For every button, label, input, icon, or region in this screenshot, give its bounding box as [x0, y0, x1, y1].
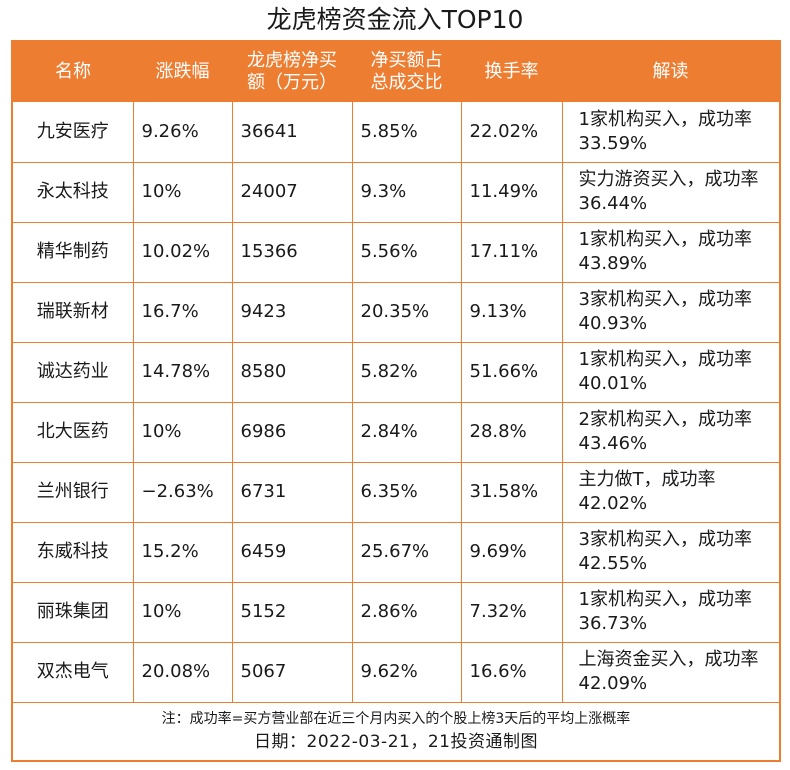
change-cell: 14.78%: [132, 341, 233, 403]
interpretation-cell: 上海资金买入，成功率42.09%: [561, 641, 779, 703]
ratio-cell: 2.84%: [351, 401, 462, 463]
col-ratio-header: 净买额占 总成交比: [352, 42, 461, 102]
net-buy-cell: 6986: [231, 401, 353, 463]
table-row: 东威科技 15.2% 6459 25.67% 9.69% 3家机构买入，成功率42.55%: [13, 521, 779, 583]
ratio-cell: 9.62%: [351, 641, 462, 703]
col-netbuy-header: 龙虎榜净买 额（万元）: [232, 42, 352, 102]
table-body: 九安医疗 9.26% 36641 5.85% 22.02% 1家机构买入，成功率33.59…: [13, 102, 779, 703]
page-title: 龙虎榜资金流入TOP10: [266, 5, 524, 34]
change-cell: 16.7%: [132, 281, 233, 343]
interpretation-cell: 1家机构买入，成功率33.59%: [561, 102, 779, 163]
col-turnover-header: 换手率: [461, 42, 562, 102]
net-buy-cell: 15366: [231, 221, 353, 283]
net-buy-cell: 5067: [231, 641, 353, 703]
table-row: 北大医药 10% 6986 2.84% 28.8% 2家机构买入，成功率43.46%: [13, 401, 779, 463]
change-cell: 20.08%: [132, 641, 233, 703]
net-buy-cell: 24007: [231, 161, 353, 223]
stock-name-cell: 兰州银行: [13, 461, 134, 523]
interpretation-cell: 主力做T，成功率42.02%: [561, 461, 779, 523]
turnover-cell: 17.11%: [460, 221, 563, 283]
stock-name-cell: 永太科技: [13, 161, 134, 223]
table-row: 诚达药业 14.78% 8580 5.82% 51.66% 1家机构买入，成功率40.01…: [13, 341, 779, 403]
change-cell: −2.63%: [132, 461, 233, 523]
stock-name-cell: 诚达药业: [13, 341, 134, 403]
table-row: 精华制药 10.02% 15366 5.56% 17.11% 1家机构买入，成功率43.8…: [13, 221, 779, 283]
ratio-cell: 25.67%: [351, 521, 462, 583]
change-cell: 9.26%: [132, 102, 233, 163]
interpretation-cell: 1家机构买入，成功率43.89%: [561, 221, 779, 283]
ratio-cell: 6.35%: [351, 461, 462, 523]
net-buy-cell: 8580: [231, 341, 353, 403]
change-cell: 15.2%: [132, 521, 233, 583]
ratio-cell: 9.3%: [351, 161, 462, 223]
col-name-header: 名称: [13, 42, 133, 102]
interpretation-cell: 3家机构买入，成功率42.55%: [561, 521, 779, 583]
interpretation-cell: 3家机构买入，成功率40.93%: [561, 281, 779, 343]
stock-name-cell: 精华制药: [13, 221, 134, 283]
change-cell: 10.02%: [132, 221, 233, 283]
net-buy-cell: 9423: [231, 281, 353, 343]
interpretation-cell: 1家机构买入，成功率40.01%: [561, 341, 779, 403]
col-interp-header: 解读: [562, 42, 779, 102]
turnover-cell: 9.69%: [460, 521, 563, 583]
turnover-cell: 9.13%: [460, 281, 563, 343]
turnover-cell: 28.8%: [460, 401, 563, 463]
turnover-cell: 22.02%: [460, 102, 563, 163]
table-row: 永太科技 10% 24007 9.3% 11.49% 实力游资买入，成功率36.44%: [13, 161, 779, 223]
table-row: 双杰电气 20.08% 5067 9.62% 16.6% 上海资金买入，成功率42.09%: [13, 641, 779, 703]
table-row: 九安医疗 9.26% 36641 5.85% 22.02% 1家机构买入，成功率33.59…: [13, 102, 779, 163]
table-row: 兰州银行 −2.63% 6731 6.35% 31.58% 主力做T，成功率42.02%: [13, 461, 779, 523]
net-buy-cell: 6459: [231, 521, 353, 583]
change-cell: 10%: [132, 401, 233, 463]
net-buy-cell: 6731: [231, 461, 353, 523]
col-change-header: 涨跌幅: [133, 42, 232, 102]
table-row: 瑞联新材 16.7% 9423 20.35% 9.13% 3家机构买入，成功率40.93%: [13, 281, 779, 343]
ratio-cell: 2.86%: [351, 581, 462, 643]
stock-name-cell: 九安医疗: [13, 102, 134, 163]
turnover-cell: 16.6%: [460, 641, 563, 703]
turnover-cell: 7.32%: [460, 581, 563, 643]
stock-name-cell: 瑞联新材: [13, 281, 134, 343]
turnover-cell: 51.66%: [460, 341, 563, 403]
change-cell: 10%: [132, 581, 233, 643]
stock-name-cell: 北大医药: [13, 401, 134, 463]
ratio-cell: 5.85%: [351, 102, 462, 163]
net-buy-cell: 5152: [231, 581, 353, 643]
change-cell: 10%: [132, 161, 233, 223]
table-header-row: 名称 涨跌幅 龙虎榜净买 额（万元） 净买额占 总成交比 换手率 解读: [13, 42, 779, 102]
table-footer: 注：成功率=买方营业部在近三个月内买入的个股上榜3天后的平均上涨概率 日期：20…: [13, 702, 779, 754]
table-row: 丽珠集团 10% 5152 2.86% 7.32% 1家机构买入，成功率36.73%: [13, 581, 779, 643]
net-buy-cell: 36641: [231, 102, 353, 163]
interpretation-cell: 2家机构买入，成功率43.46%: [561, 401, 779, 463]
footnote: 注：成功率=买方营业部在近三个月内买入的个股上榜3天后的平均上涨概率: [161, 711, 631, 727]
interpretation-cell: 1家机构买入，成功率36.73%: [561, 581, 779, 643]
table-frame: 名称 涨跌幅 龙虎榜净买 额（万元） 净买额占 总成交比 换手率 解读 九安医疗 9.26% 36…: [11, 40, 781, 762]
dragon-tiger-table: 名称 涨跌幅 龙虎榜净买 额（万元） 净买额占 总成交比 换手率 解读 九安医疗 9.26% 36…: [13, 42, 779, 703]
ratio-cell: 5.56%: [351, 221, 462, 283]
turnover-cell: 31.58%: [460, 461, 563, 523]
ratio-cell: 5.82%: [351, 341, 462, 403]
turnover-cell: 11.49%: [460, 161, 563, 223]
date-credit: 日期：2022-03-21，21投资通制图: [254, 732, 538, 752]
stock-name-cell: 双杰电气: [13, 641, 134, 703]
stock-name-cell: 东威科技: [13, 521, 134, 583]
interpretation-cell: 实力游资买入，成功率36.44%: [561, 161, 779, 223]
stock-name-cell: 丽珠集团: [13, 581, 134, 643]
ratio-cell: 20.35%: [351, 281, 462, 343]
